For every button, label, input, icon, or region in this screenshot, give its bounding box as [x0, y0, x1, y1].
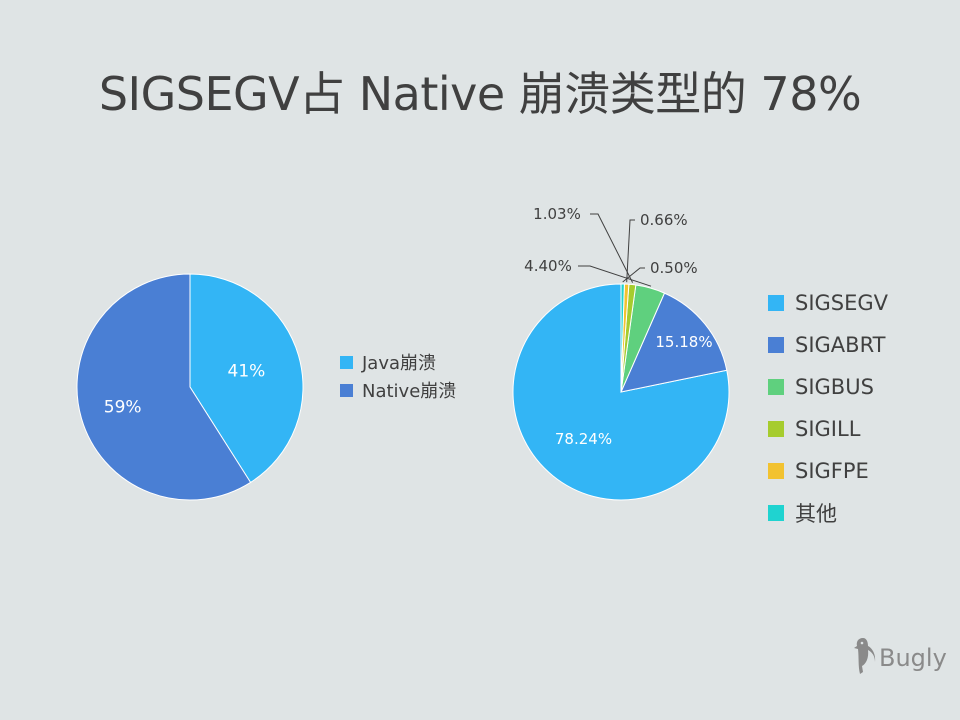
legend-label: SIGSEGV [795, 291, 889, 315]
leader-line [578, 265, 652, 287]
legend-label: Native崩溃 [362, 381, 457, 402]
data-label: 4.40% [524, 257, 572, 275]
legend-swatch [768, 379, 784, 395]
legend-swatch [768, 295, 784, 311]
legend-label: SIGFPE [795, 459, 869, 483]
legend-item: Native崩溃 [340, 376, 456, 404]
legend-label: SIGABRT [795, 333, 886, 357]
legend-item: SIGILL [768, 408, 888, 450]
data-label: 0.66% [640, 211, 688, 229]
woodpecker-icon [854, 636, 876, 680]
legend-swatch [768, 505, 784, 521]
pie-chart-native-signals: 78.24% 15.18% 4.40% 1.03% 0.66% 0.50% [512, 205, 730, 501]
legend-native-signals: SIGSEGV SIGABRT SIGBUS SIGILL SIGFPE 其他 [768, 282, 888, 534]
legend-swatch [340, 355, 353, 369]
data-label: 15.18% [655, 333, 712, 351]
pie-slice-Java崩溃 [189, 273, 304, 484]
legend-crash-type: Java崩溃 Native崩溃 [340, 348, 456, 404]
legend-label: 其他 [795, 502, 837, 526]
data-label: 1.03% [533, 205, 581, 223]
legend-item: SIGSEGV [768, 282, 888, 324]
leader-line [590, 213, 634, 283]
logo-text: Bugly [879, 644, 947, 672]
legend-swatch [340, 383, 353, 397]
data-label: 0.50% [650, 259, 698, 277]
leader-line [626, 219, 635, 283]
legend-label: Java崩溃 [362, 353, 437, 374]
slide-title: SIGSEGV占 Native 崩溃类型的 78% [98, 67, 862, 121]
data-label: 41% [228, 362, 266, 382]
pie-slice-SIGABRT [620, 292, 728, 393]
data-label: 59% [104, 398, 142, 418]
pie-slice-Native崩溃 [76, 273, 252, 501]
pie-slice-其他 [620, 283, 625, 393]
legend-swatch [768, 463, 784, 479]
legend-item: SIGFPE [768, 450, 888, 492]
legend-item: SIGABRT [768, 324, 888, 366]
pie-chart-crash-type: 41% 59% [76, 273, 304, 501]
legend-swatch [768, 337, 784, 353]
legend-swatch [768, 421, 784, 437]
legend-label: SIGBUS [795, 375, 874, 399]
legend-item: Java崩溃 [340, 348, 456, 376]
legend-label: SIGILL [795, 417, 861, 441]
legend-item: 其他 [768, 492, 888, 534]
bugly-logo: Bugly [854, 636, 947, 680]
legend-item: SIGBUS [768, 366, 888, 408]
leader-line [622, 267, 645, 283]
data-label: 78.24% [555, 430, 612, 448]
